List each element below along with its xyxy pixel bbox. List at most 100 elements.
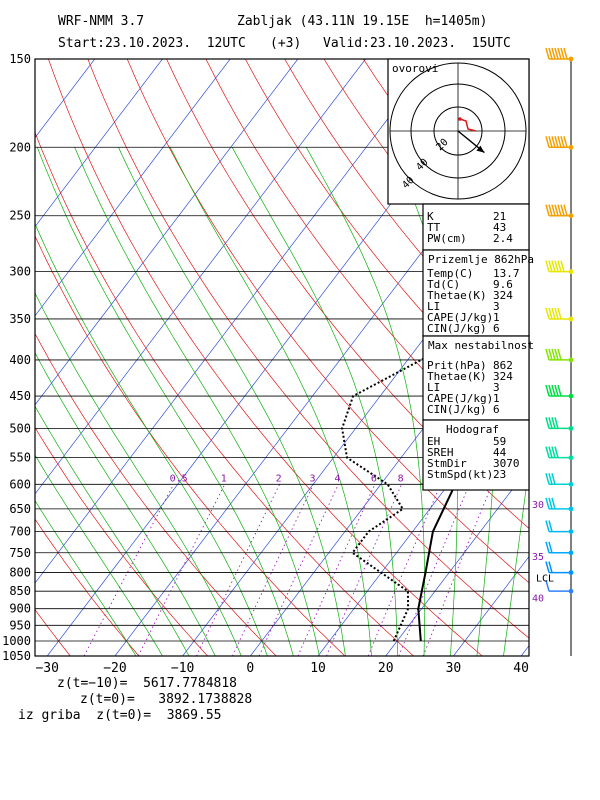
wind-barb-flag: [551, 446, 556, 458]
wind-speed-mark-label: 40: [532, 594, 544, 605]
moist-adiabat-line: [36, 147, 294, 656]
hodograf-panel-value: 44: [493, 446, 507, 459]
wind-barb-flag: [560, 260, 565, 272]
wind-barb-flag: [557, 136, 562, 148]
pressure-tick-label: 450: [9, 389, 31, 403]
indices-panel-key: K: [427, 210, 434, 223]
hodograph-label: ovorovi: [392, 62, 438, 75]
wind-barb-flag: [545, 47, 550, 60]
wind-barb-flag: [548, 497, 553, 510]
isotherm-line: [317, 377, 529, 656]
mixing-ratio-line: [196, 484, 281, 656]
surface-panel-title: Prizemlje 862hPa: [428, 253, 534, 266]
pressure-tick-label: 1000: [2, 634, 31, 648]
mixing-ratio-line: [422, 484, 493, 656]
moist-adiabat-line: [503, 462, 529, 656]
hodograf-panel-box: [422, 419, 530, 491]
valid-label: Valid:23.10.2023. 15UTC: [323, 36, 511, 51]
wind-barb-flag: [548, 307, 553, 320]
wind-barb-flag: [545, 473, 550, 485]
mixing-ratio-label: 4: [334, 473, 340, 484]
surface-panel-value: 6: [493, 322, 500, 335]
wind-level-dot: [568, 144, 574, 150]
surface-panel-value: 324: [493, 289, 513, 302]
moist-adiabat-line: [35, 405, 190, 656]
wind-speed-mark-label: 35: [532, 552, 544, 563]
pressure-tick-label: 800: [9, 566, 31, 580]
mixing-ratio-line: [137, 484, 226, 656]
wind-barb-flag: [548, 260, 553, 272]
hodograph-start-dot: [458, 117, 462, 121]
maxinst-panel-key: Prit(hPa): [427, 359, 487, 372]
pressure-tick-label: 700: [9, 525, 31, 539]
moist-adiabat-line: [35, 454, 163, 656]
wind-barb-flag: [551, 348, 556, 361]
wind-barb-flag: [551, 136, 556, 148]
isotherm-line: [35, 59, 434, 584]
wind-level-dot: [568, 316, 574, 322]
dry-adiabat-line: [560, 59, 600, 656]
temperature-tick-label: −10: [171, 661, 194, 676]
wind-barb-flag: [557, 204, 562, 216]
moist-adiabat-line: [305, 147, 426, 656]
maxinst-panel-title: Max nestabilnost: [428, 339, 534, 352]
z-grib-label: iz griba z(t=0)= 3869.55: [18, 708, 222, 723]
wind-level-dot: [568, 269, 574, 275]
wind-barb-flag: [551, 47, 556, 60]
maxinst-panel-key: CAPE(J/kg): [427, 392, 493, 405]
moist-adiabat-line: [118, 147, 346, 656]
dewpoint-profile-line: [341, 102, 529, 642]
wind-barb-flag: [548, 384, 553, 397]
indices-panel-box: [422, 203, 530, 251]
mixing-ratio-label: 6: [371, 473, 377, 484]
indices-panel-value: 2.4: [493, 232, 513, 245]
wind-barb-flag: [557, 307, 562, 320]
wind-level-dot: [568, 56, 574, 62]
hodograf-panel-value: 59: [493, 435, 506, 448]
wind-barb-flag: [548, 47, 553, 60]
isotherm-line: [589, 59, 600, 656]
maxinst-panel-value: 324: [493, 370, 513, 383]
pressure-tick-label: 1050: [2, 649, 31, 663]
surface-panel-key: Temp(C): [427, 267, 473, 280]
start-label: Start:23.10.2023. 12UTC: [58, 36, 246, 51]
pressure-tick-label: 400: [9, 353, 31, 367]
lcl-label: LCL: [536, 574, 554, 585]
wind-barb-flag: [545, 307, 550, 320]
pressure-tick-label: 200: [9, 140, 31, 154]
wind-level-dot: [568, 357, 574, 363]
surface-panel-key: CIN(J/kg): [427, 322, 487, 335]
maxinst-panel-key: CIN(J/kg): [427, 403, 487, 416]
pressure-tick-label: 850: [9, 584, 31, 598]
surface-panel-key: CAPE(J/kg): [427, 311, 493, 324]
moist-adiabat-line: [35, 292, 242, 656]
wind-level-dot: [568, 570, 574, 575]
z-minus10-label: z(t=−10)= 5617.7784818: [57, 676, 238, 691]
mixing-ratio-line: [258, 484, 339, 656]
wind-level-dot: [568, 213, 574, 219]
surface-panel-key: Td(C): [427, 278, 460, 291]
mixing-ratio-line: [326, 484, 403, 656]
isotherm-line: [35, 59, 231, 317]
isotherm-line: [35, 59, 163, 228]
pressure-tick-label: 650: [9, 502, 31, 516]
maxinst-panel-key: LI: [427, 381, 440, 394]
wind-level-dot: [568, 550, 574, 556]
wind-barb-flag: [551, 260, 556, 272]
wind-barb-flag: [554, 417, 559, 429]
maxinst-panel-value: 862: [493, 359, 513, 372]
wind-barb-flag: [548, 541, 553, 553]
wind-barb-flag: [551, 497, 556, 510]
pressure-tick-label: 600: [9, 477, 31, 491]
wind-barb-flag: [548, 417, 553, 429]
wind-barb-flag: [545, 136, 550, 148]
wind-barb-flag: [563, 47, 568, 60]
mixing-ratio-line: [297, 484, 376, 656]
surface-panel-value: 13.7: [493, 267, 520, 280]
wind-barb-flag: [554, 307, 559, 320]
indices-panel-key: TT: [427, 221, 441, 234]
wind-level-dot: [568, 455, 574, 461]
temperature-tick-label: 20: [378, 661, 394, 676]
